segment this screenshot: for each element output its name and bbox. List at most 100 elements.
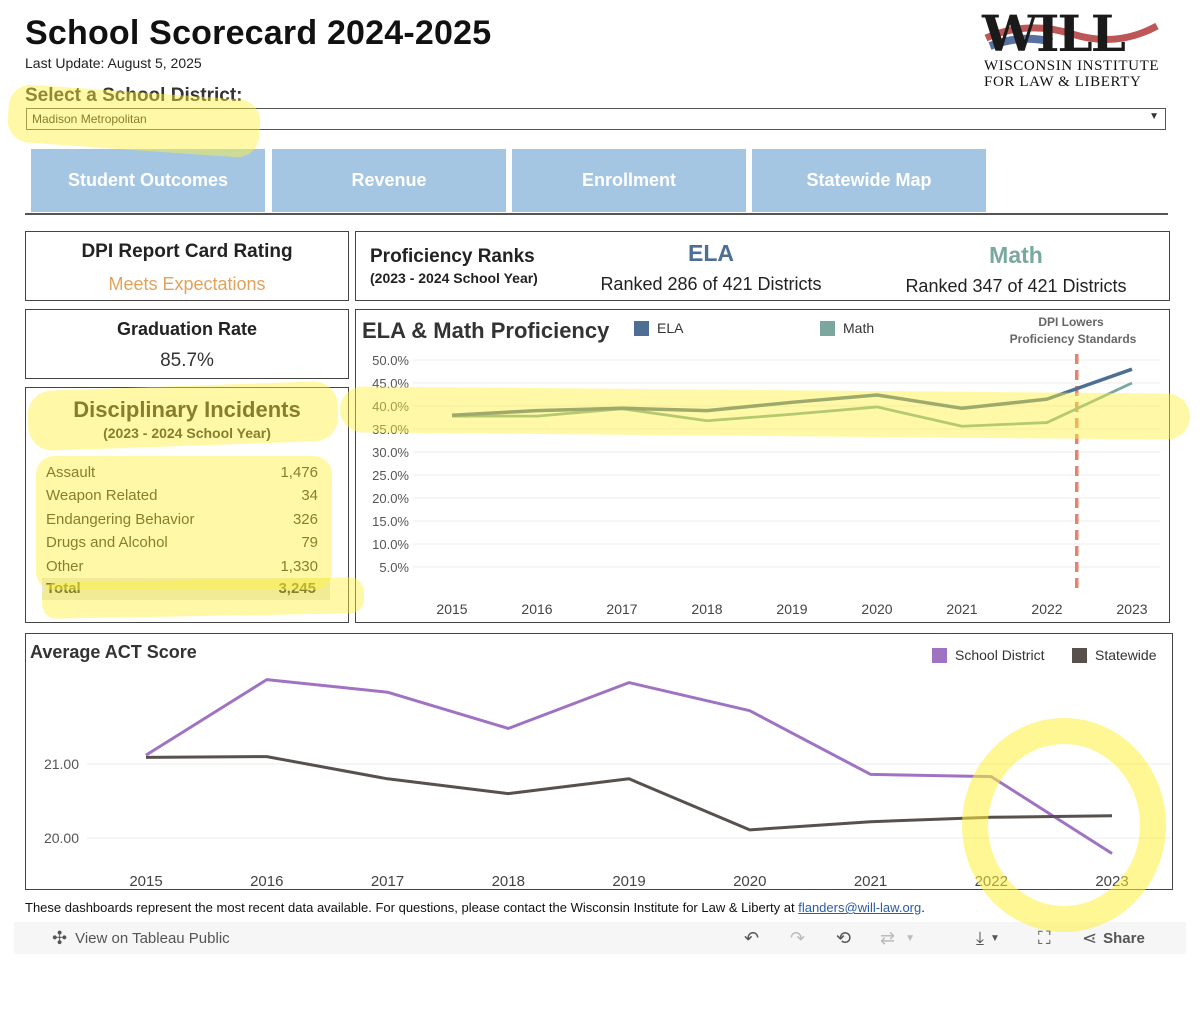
ela-rank-value: Ranked 286 of 421 Districts	[600, 274, 822, 294]
page-title: School Scorecard 2024-2025	[25, 14, 492, 52]
disciplinary-total-row: Total 3,245	[42, 578, 330, 600]
fullscreen-button[interactable]: ⛶	[1038, 928, 1051, 949]
chevron-down-icon: ▼	[905, 933, 915, 944]
view-on-tableau-button[interactable]: ✣ View on Tableau Public	[52, 928, 230, 949]
tab-student-outcomes[interactable]: Student Outcomes	[31, 149, 265, 212]
disciplinary-row-value: 34	[301, 487, 318, 504]
fullscreen-icon: ⛶	[1038, 928, 1051, 948]
disciplinary-row-label: Weapon Related	[46, 487, 158, 504]
school-district-series-line	[145, 678, 1113, 855]
undo-button[interactable]: ↶	[744, 928, 759, 949]
disciplinary-total-value: 3,245	[278, 580, 316, 597]
logo-line-1: WISCONSIN INSTITUTE	[984, 58, 1160, 74]
chevron-down-icon[interactable]: ▼	[1149, 111, 1159, 122]
will-logo: WILL WISCONSIN INSTITUTE FOR LAW & LIBER…	[982, 8, 1160, 92]
district-select-label: Select a School District:	[25, 85, 243, 106]
legend-swatch-statewide	[1072, 647, 1087, 663]
proficiency-chart-title: ELA & Math Proficiency	[362, 318, 610, 343]
download-button[interactable]: ⤓ ▼	[976, 928, 1000, 949]
y-tick-label: 35.0%	[372, 422, 409, 437]
tab-statewide-map[interactable]: Statewide Map	[752, 149, 986, 212]
footer-period: .	[921, 900, 925, 915]
redo-icon: ↷	[790, 928, 806, 948]
disciplinary-row: Weapon Related 34	[46, 485, 318, 507]
redo-button[interactable]: ↷	[790, 928, 805, 949]
proficiency-ranks-title: Proficiency Ranks	[370, 246, 535, 267]
tab-enrollment[interactable]: Enrollment	[512, 149, 746, 212]
y-tick-label: 15.0%	[372, 514, 409, 529]
share-icon: ⋖	[1082, 928, 1098, 948]
share-button[interactable]: ⋖ Share	[1082, 928, 1145, 949]
act-chart: 20.00 21.00 2015 2016 2017 2018 2019 2020 2021 20…	[44, 678, 1170, 890]
undo-icon: ↶	[744, 928, 760, 948]
x-tick-label: 2020	[733, 873, 766, 890]
download-icon: ⤓	[976, 928, 984, 948]
proficiency-ranks-card: Proficiency Ranks (2023 - 2024 School Ye…	[355, 231, 1170, 301]
contact-email-link[interactable]: flanders@will-law.org	[798, 900, 922, 915]
x-tick-label: 2017	[606, 601, 637, 617]
tab-revenue[interactable]: Revenue	[272, 149, 506, 212]
x-tick-label: 2022	[975, 873, 1008, 890]
logo-line-2: FOR LAW & LIBERTY	[984, 74, 1142, 90]
district-select[interactable]: Madison Metropolitan ▼	[26, 108, 1166, 130]
legend-swatch-math	[820, 320, 835, 336]
x-tick-label: 2016	[521, 601, 552, 617]
last-update: Last Update: August 5, 2025	[25, 55, 202, 71]
disciplinary-row-value: 1,476	[280, 464, 318, 481]
y-tick-label: 25.0%	[372, 468, 409, 483]
refresh-icon: ⇄	[880, 928, 896, 948]
legend-district-label: School District	[955, 647, 1045, 663]
math-rank-value: Ranked 347 of 421 Districts	[905, 276, 1127, 296]
dpi-rating-value: Meets Expectations	[108, 274, 266, 294]
legend-math-label: Math	[843, 320, 875, 336]
x-tick-label: 2015	[436, 601, 467, 617]
proficiency-chart-card: ELA & Math Proficiency ELA Math	[355, 309, 1170, 623]
ela-series-line	[451, 367, 1133, 417]
x-tick-label: 2016	[250, 873, 283, 890]
proficiency-ranks-subtitle: (2023 - 2024 School Year)	[370, 270, 538, 286]
annotation-line-1: DPI Lowers	[1038, 315, 1104, 329]
legend-ela-label: ELA	[657, 320, 684, 336]
statewide-series-line	[145, 755, 1113, 832]
x-tick-label: 2020	[861, 601, 892, 617]
logo-flag-icon	[984, 22, 1159, 50]
view-on-tableau-label: View on Tableau Public	[75, 930, 230, 947]
legend-swatch-ela	[634, 320, 649, 336]
x-tick-label: 2023	[1095, 873, 1128, 890]
chevron-down-icon: ▼	[989, 933, 1000, 944]
y-tick-label: 50.0%	[372, 353, 409, 368]
x-tick-label: 2018	[492, 873, 525, 890]
x-tick-label: 2019	[776, 601, 807, 617]
disciplinary-row-value: 1,330	[280, 558, 318, 575]
dpi-rating-title: DPI Report Card Rating	[81, 241, 293, 262]
y-tick-label: 20.00	[44, 830, 79, 846]
x-tick-label: 2015	[129, 873, 162, 890]
math-series-line	[452, 381, 1133, 428]
x-tick-label: 2017	[371, 873, 404, 890]
disciplinary-row-value: 326	[292, 511, 318, 528]
disciplinary-row-label: Drugs and Alcohol	[46, 534, 168, 551]
legend-swatch-district	[932, 647, 947, 663]
tab-divider	[25, 213, 1168, 215]
ela-rank-heading: ELA	[688, 240, 734, 266]
y-tick-label: 30.0%	[372, 445, 409, 460]
disciplinary-row: Endangering Behavior 326	[46, 509, 318, 531]
district-select-value: Madison Metropolitan	[32, 112, 147, 126]
disciplinary-row: Other 1,330	[46, 556, 318, 578]
graduation-rate-title: Graduation Rate	[116, 319, 258, 339]
refresh-button[interactable]: ⇄ ▼	[880, 928, 915, 949]
tableau-toolbar: ✣ View on Tableau Public ↶ ↷ ⟲ ⇄ ▼ ⤓ ▼ ⛶ ⋖…	[14, 922, 1186, 954]
graduation-rate-value: 85.7%	[160, 350, 214, 371]
legend-ela: ELA	[634, 320, 683, 336]
x-tick-label: 2022	[1031, 601, 1062, 617]
legend-school-district: School District	[932, 647, 1044, 663]
disciplinary-row-label: Endangering Behavior	[46, 511, 195, 528]
disciplinary-row: Drugs and Alcohol 79	[46, 532, 318, 554]
revert-icon: ⟲	[836, 928, 852, 948]
proficiency-chart: 5.0% 10.0% 15.0% 20.0% 25.0% 30.0% 35.0% 40.0% 4…	[372, 315, 1160, 617]
revert-button[interactable]: ⟲	[836, 928, 851, 949]
disciplinary-row-label: Other	[46, 558, 84, 575]
disciplinary-subtitle: (2023 - 2024 School Year)	[103, 425, 271, 441]
y-tick-label: 21.00	[44, 756, 79, 772]
disciplinary-total-label: Total	[46, 580, 81, 597]
